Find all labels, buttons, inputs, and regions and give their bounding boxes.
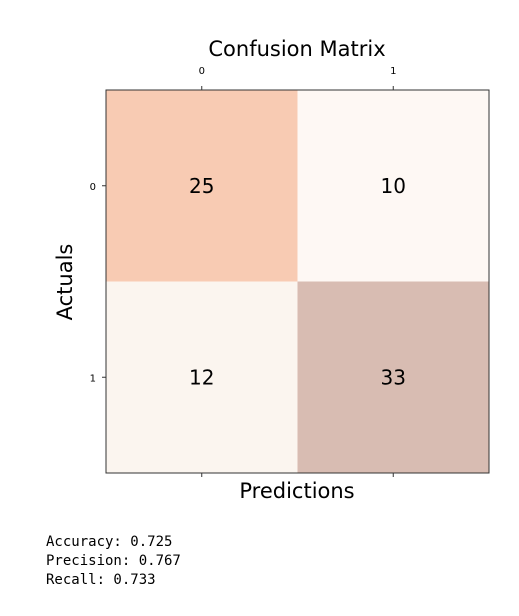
heatmap-cell-r0-c0 — [106, 90, 298, 282]
x-axis-label: Predictions — [239, 479, 354, 503]
precision-text: Precision: 0.767 — [46, 553, 181, 569]
cell-value-r0-c0: 25 — [189, 174, 214, 198]
y-tick-label-0: 0 — [90, 182, 96, 193]
cell-value-r1-c0: 12 — [189, 365, 214, 389]
y-axis-label: Actuals — [53, 244, 77, 321]
metrics-output: Accuracy: 0.725 Precision: 0.767 Recall:… — [46, 533, 181, 590]
recall-text: Recall: 0.733 — [46, 572, 156, 588]
chart-title: Confusion Matrix — [208, 37, 385, 61]
x-tick-label-0: 0 — [199, 66, 205, 77]
x-tick-label-1: 1 — [390, 66, 396, 77]
cell-value-r1-c1: 33 — [381, 365, 406, 389]
cell-value-r0-c1: 10 — [381, 174, 406, 198]
heatmap-cell-r0-c1 — [297, 90, 489, 282]
plot-frame — [105, 89, 490, 474]
heatmap-cell-r1-c1 — [297, 281, 489, 473]
heatmap-cell-r1-c0 — [106, 281, 298, 473]
accuracy-text: Accuracy: 0.725 — [46, 534, 173, 550]
y-tick-label-1: 1 — [90, 373, 96, 384]
